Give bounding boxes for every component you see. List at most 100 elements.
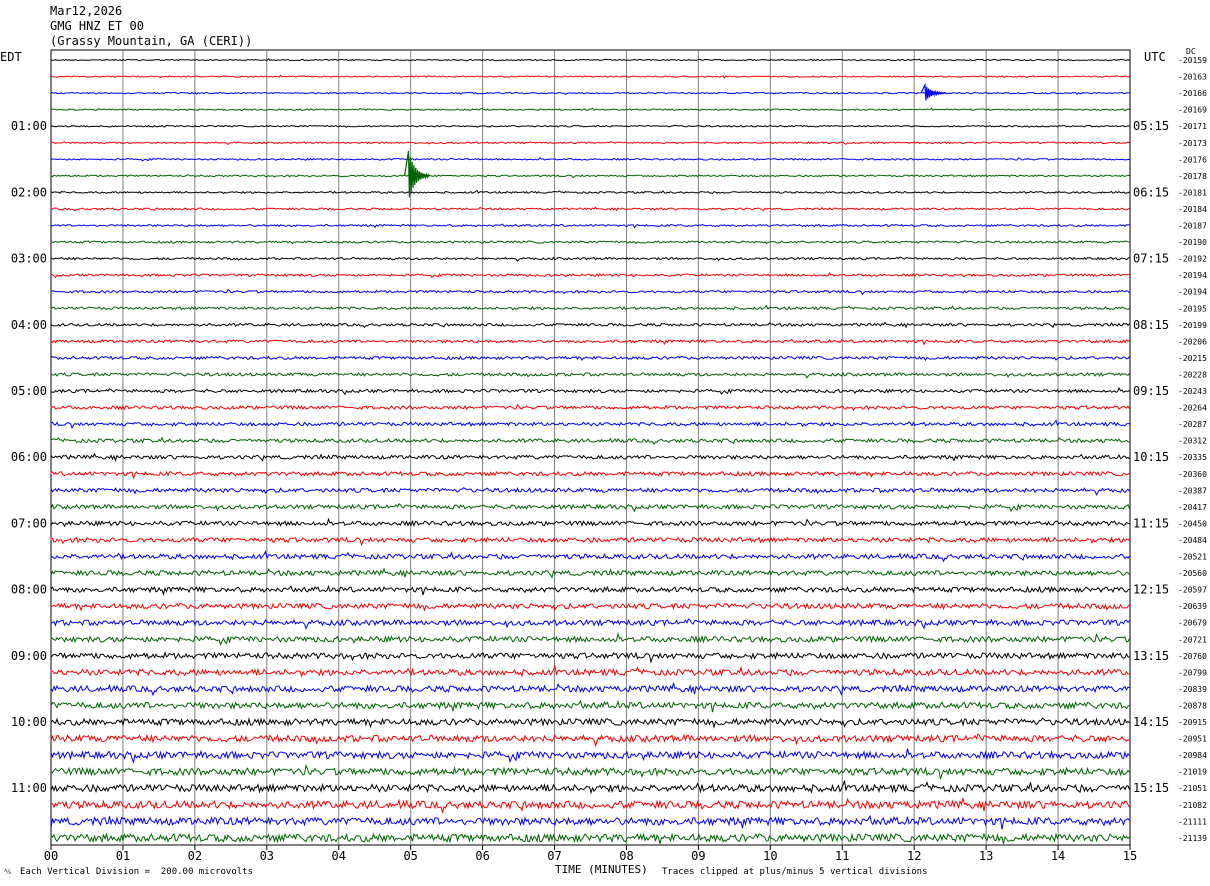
- event-signal: [920, 82, 947, 101]
- left-hour-label: 05:00: [11, 384, 47, 398]
- seismic-trace: [50, 419, 1130, 429]
- left-hour-label: 09:00: [11, 649, 47, 663]
- dc-offset-label: -20521: [1178, 553, 1207, 562]
- seismic-trace: [50, 452, 1130, 463]
- vertical-division-note: Each Vertical Division = 200.00 microvol…: [20, 867, 253, 877]
- dc-offset-label: -20450: [1178, 519, 1207, 528]
- x-tick-label: 05: [403, 849, 417, 863]
- dc-offset-label: -20243: [1178, 387, 1207, 396]
- seismic-trace: [50, 699, 1130, 713]
- dc-offset-label: -20417: [1178, 503, 1207, 512]
- seismic-trace: [50, 487, 1130, 496]
- dc-offset-label: -21051: [1178, 784, 1207, 793]
- x-tick-label: 12: [907, 849, 921, 863]
- right-hour-label: 14:15: [1133, 715, 1169, 729]
- left-hour-label: 04:00: [11, 318, 47, 332]
- xaxis-title: TIME (MINUTES): [555, 863, 648, 876]
- right-hour-label: 11:15: [1133, 516, 1169, 530]
- left-hour-label: 06:00: [11, 450, 47, 464]
- left-hour-label: 01:00: [11, 119, 47, 133]
- x-tick-label: 00: [44, 849, 58, 863]
- seismic-trace: [50, 832, 1130, 844]
- seismic-trace: [50, 717, 1130, 729]
- dc-offset-label: -20760: [1178, 652, 1207, 661]
- seismic-trace: [50, 141, 1130, 146]
- seismic-trace: [50, 386, 1130, 396]
- dc-offset-label: -21111: [1178, 817, 1207, 826]
- dc-offset-label: -20264: [1178, 404, 1207, 413]
- seismic-trace: [50, 733, 1130, 748]
- dc-offset-label: -20839: [1178, 685, 1207, 694]
- seismic-trace: [50, 585, 1130, 596]
- dc-offset-label: -20287: [1178, 420, 1207, 429]
- x-tick-label: 07: [547, 849, 561, 863]
- seismic-trace: [50, 206, 1130, 212]
- seismic-trace: [50, 664, 1130, 678]
- dc-offset-label: -20560: [1178, 569, 1207, 578]
- dc-offset-label: -20166: [1178, 89, 1207, 98]
- dc-offset-label: -20721: [1178, 635, 1207, 644]
- seismic-trace: [50, 91, 1130, 96]
- dc-label: DC: [1186, 47, 1196, 56]
- dc-offset-label: -20195: [1178, 304, 1207, 313]
- right-hour-label: 06:15: [1133, 185, 1169, 199]
- seismic-trace: [50, 107, 1130, 112]
- seismic-trace: [50, 256, 1130, 262]
- dc-offset-label: -20984: [1178, 751, 1207, 760]
- seismic-trace: [50, 58, 1130, 62]
- dc-offset-label: -20878: [1178, 701, 1207, 710]
- dc-offset-label: -20181: [1178, 188, 1207, 197]
- seismic-trace: [50, 304, 1130, 311]
- x-tick-label: 04: [332, 849, 346, 863]
- dc-offset-label: -21019: [1178, 768, 1207, 777]
- seismic-trace: [50, 632, 1130, 646]
- scale-marker-icon: ⅍: [4, 867, 12, 876]
- dc-offset-label: -20184: [1178, 205, 1207, 214]
- x-tick-label: 01: [116, 849, 130, 863]
- seismic-trace: [50, 550, 1130, 563]
- seismic-trace: [50, 536, 1130, 547]
- clip-note: Traces clipped at plus/minus 5 vertical …: [662, 867, 928, 877]
- seismic-trace: [50, 189, 1130, 195]
- x-tick-label: 14: [1051, 849, 1065, 863]
- dc-offset-label: -20639: [1178, 602, 1207, 611]
- right-hour-label: 07:15: [1133, 252, 1169, 266]
- dc-offset-label: -20187: [1178, 222, 1207, 231]
- dc-offset-label: -20360: [1178, 470, 1207, 479]
- dc-offset-label: -20178: [1178, 172, 1207, 181]
- x-tick-label: 09: [691, 849, 705, 863]
- plot-frame: [50, 49, 1131, 846]
- seismic-trace: [50, 223, 1130, 229]
- dc-offset-label: -20176: [1178, 155, 1207, 164]
- right-hour-label: 05:15: [1133, 119, 1169, 133]
- left-hour-label: 02:00: [11, 185, 47, 199]
- seismic-trace: [50, 240, 1130, 245]
- x-tick-label: 03: [260, 849, 274, 863]
- seismic-trace: [50, 470, 1130, 480]
- x-tick-label: 08: [619, 849, 633, 863]
- left-hour-label: 11:00: [11, 781, 47, 795]
- dc-offset-label: -20169: [1178, 106, 1207, 115]
- left-hour-label: 08:00: [11, 583, 47, 597]
- seismic-trace: [50, 763, 1130, 780]
- dc-offset-label: -21139: [1178, 834, 1207, 843]
- seismic-trace: [50, 74, 1130, 79]
- seismic-trace: [50, 748, 1130, 764]
- dc-offset-label: -20171: [1178, 122, 1207, 131]
- dc-offset-label: -20387: [1178, 486, 1207, 495]
- seismic-trace: [50, 355, 1130, 362]
- dc-offset-label: -20951: [1178, 735, 1207, 744]
- dc-offset-label: -20312: [1178, 437, 1207, 446]
- dc-offset-label: -20915: [1178, 718, 1207, 727]
- x-tick-label: 10: [763, 849, 777, 863]
- dc-offset-label: -20194: [1178, 288, 1207, 297]
- dc-offset-label: -20597: [1178, 586, 1207, 595]
- x-tick-label: 13: [979, 849, 993, 863]
- seismic-trace: [50, 814, 1130, 830]
- seismic-trace: [50, 157, 1130, 162]
- seismic-trace: [50, 272, 1130, 279]
- dc-offset-label: -20335: [1178, 453, 1207, 462]
- left-hour-label: 10:00: [11, 715, 47, 729]
- seismic-trace: [50, 618, 1130, 630]
